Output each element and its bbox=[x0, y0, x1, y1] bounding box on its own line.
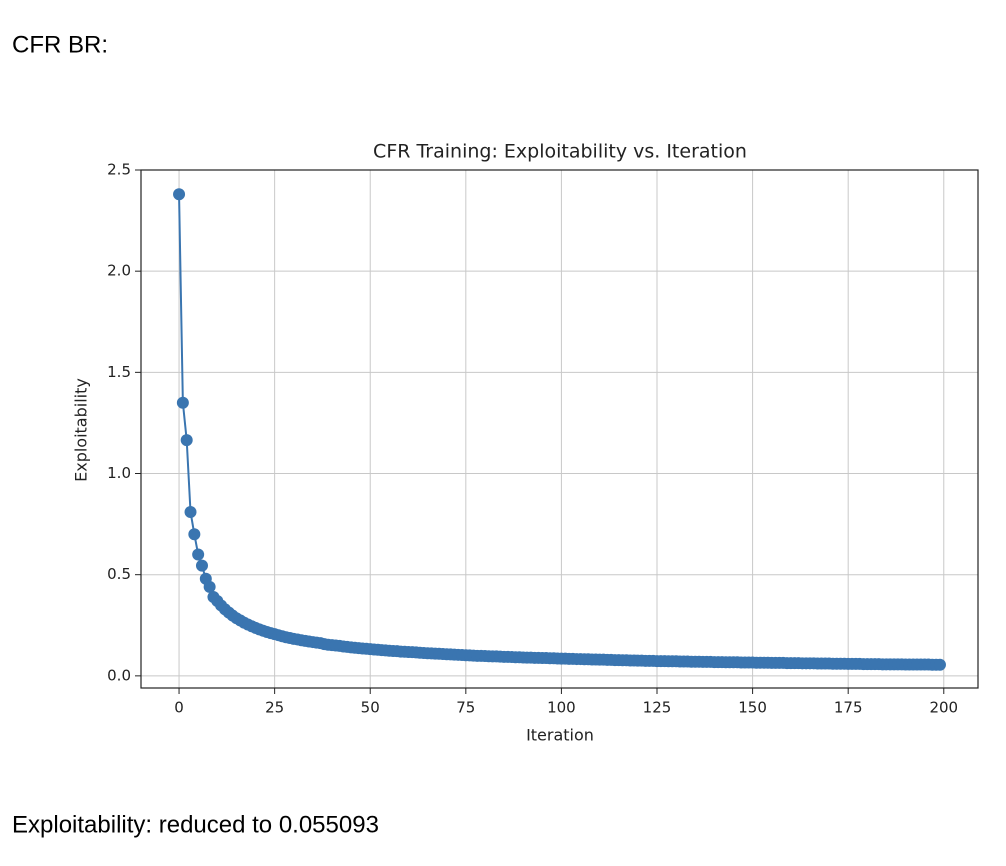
footer-text: Exploitability: reduced to 0.055093 bbox=[12, 811, 379, 838]
data-point bbox=[184, 505, 197, 518]
x-tick-label: 125 bbox=[643, 699, 672, 717]
x-tick-label: 50 bbox=[361, 699, 380, 717]
y-tick-label: 0.0 bbox=[107, 666, 131, 684]
data-point bbox=[192, 548, 205, 561]
x-tick-label: 100 bbox=[547, 699, 576, 717]
x-tick-label: 150 bbox=[738, 699, 767, 717]
x-tick-label: 200 bbox=[929, 699, 958, 717]
data-point bbox=[188, 528, 201, 541]
data-point bbox=[203, 580, 216, 593]
x-tick-label: 0 bbox=[174, 699, 184, 717]
y-axis-label: Exploitability bbox=[72, 378, 91, 482]
y-tick-label: 2.0 bbox=[107, 262, 131, 280]
chart-title: CFR Training: Exploitability vs. Iterati… bbox=[373, 141, 747, 163]
y-tick-label: 1.0 bbox=[107, 464, 131, 482]
x-axis-label: Iteration bbox=[526, 726, 594, 745]
x-tick-label: 175 bbox=[834, 699, 863, 717]
y-tick-label: 1.5 bbox=[107, 363, 131, 381]
plot-frame bbox=[140, 169, 979, 689]
data-point bbox=[180, 434, 193, 447]
x-tick-label: 25 bbox=[265, 699, 284, 717]
data-point bbox=[176, 396, 189, 409]
x-tick-label: 75 bbox=[456, 699, 475, 717]
data-point bbox=[195, 559, 208, 572]
series-line bbox=[178, 194, 940, 666]
data-point bbox=[933, 658, 946, 671]
y-tick-label: 0.5 bbox=[107, 565, 131, 583]
data-point bbox=[173, 188, 186, 201]
header-text: CFR BR: bbox=[12, 31, 108, 58]
y-tick-label: 2.5 bbox=[107, 161, 131, 179]
